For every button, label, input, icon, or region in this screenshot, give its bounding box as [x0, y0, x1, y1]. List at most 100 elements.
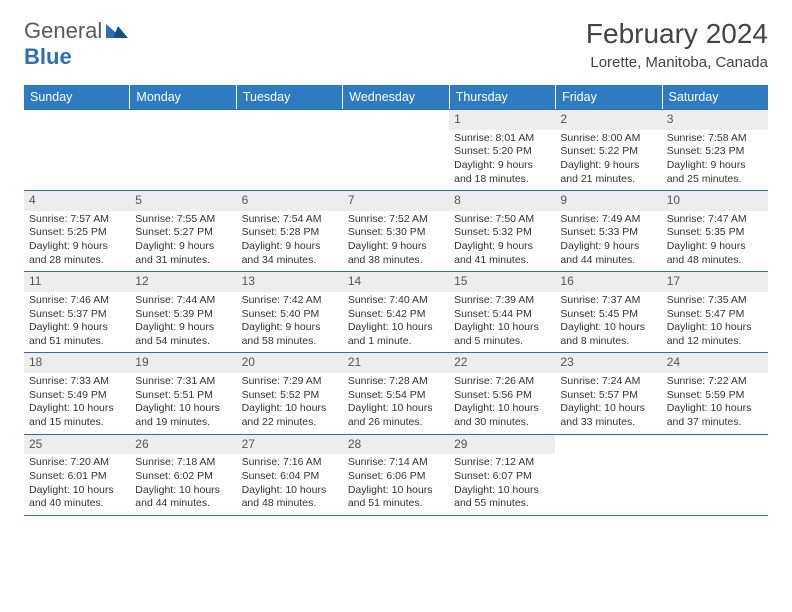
sunrise-text: Sunrise: 7:37 AM: [560, 294, 656, 308]
sunset-text: Sunset: 5:37 PM: [29, 308, 125, 322]
day-body: Sunrise: 7:42 AMSunset: 5:40 PMDaylight:…: [237, 292, 343, 353]
day-body: Sunrise: 7:26 AMSunset: 5:56 PMDaylight:…: [449, 373, 555, 434]
day-body: Sunrise: 7:12 AMSunset: 6:07 PMDaylight:…: [449, 454, 555, 515]
dow-thursday: Thursday: [450, 85, 556, 109]
daylight-text: Daylight: 9 hours and 48 minutes.: [667, 240, 763, 267]
day-cell: 8Sunrise: 7:50 AMSunset: 5:32 PMDaylight…: [449, 191, 555, 271]
daylight-text: Daylight: 10 hours and 33 minutes.: [560, 402, 656, 429]
month-title: February 2024: [586, 18, 768, 50]
sunset-text: Sunset: 5:57 PM: [560, 389, 656, 403]
sunset-text: Sunset: 5:30 PM: [348, 226, 444, 240]
sunrise-text: Sunrise: 7:24 AM: [560, 375, 656, 389]
sunrise-text: Sunrise: 7:54 AM: [242, 213, 338, 227]
day-cell: 16Sunrise: 7:37 AMSunset: 5:45 PMDayligh…: [555, 272, 661, 352]
day-number: 27: [237, 435, 343, 455]
location: Lorette, Manitoba, Canada: [586, 54, 768, 71]
dow-monday: Monday: [130, 85, 236, 109]
day-number: 16: [555, 272, 661, 292]
day-body: Sunrise: 7:40 AMSunset: 5:42 PMDaylight:…: [343, 292, 449, 353]
day-number: 6: [237, 191, 343, 211]
sunset-text: Sunset: 5:23 PM: [667, 145, 763, 159]
sunset-text: Sunset: 5:35 PM: [667, 226, 763, 240]
day-body: Sunrise: 7:44 AMSunset: 5:39 PMDaylight:…: [130, 292, 236, 353]
weeks-container: ....1Sunrise: 8:01 AMSunset: 5:20 PMDayl…: [24, 109, 768, 516]
day-number: 19: [130, 353, 236, 373]
day-number: 15: [449, 272, 555, 292]
day-body: Sunrise: 7:28 AMSunset: 5:54 PMDaylight:…: [343, 373, 449, 434]
sunrise-text: Sunrise: 7:18 AM: [135, 456, 231, 470]
sunrise-text: Sunrise: 8:00 AM: [560, 132, 656, 146]
day-number: 28: [343, 435, 449, 455]
day-number: 13: [237, 272, 343, 292]
sunrise-text: Sunrise: 7:22 AM: [667, 375, 763, 389]
daylight-text: Daylight: 10 hours and 55 minutes.: [454, 484, 550, 511]
daylight-text: Daylight: 10 hours and 5 minutes.: [454, 321, 550, 348]
day-body: Sunrise: 7:35 AMSunset: 5:47 PMDaylight:…: [662, 292, 768, 353]
daylight-text: Daylight: 10 hours and 8 minutes.: [560, 321, 656, 348]
sunrise-text: Sunrise: 7:20 AM: [29, 456, 125, 470]
day-cell: 24Sunrise: 7:22 AMSunset: 5:59 PMDayligh…: [662, 353, 768, 433]
daylight-text: Daylight: 9 hours and 34 minutes.: [242, 240, 338, 267]
day-cell: 25Sunrise: 7:20 AMSunset: 6:01 PMDayligh…: [24, 435, 130, 515]
sunset-text: Sunset: 6:01 PM: [29, 470, 125, 484]
daylight-text: Daylight: 10 hours and 1 minute.: [348, 321, 444, 348]
daylight-text: Daylight: 10 hours and 30 minutes.: [454, 402, 550, 429]
day-cell: 10 Sunrise: 7:47 AMSunset: 5:35 PMDayligh…: [662, 191, 768, 271]
day-body: Sunrise: 7:46 AMSunset: 5:37 PMDaylight:…: [24, 292, 130, 353]
sunrise-text: Sunrise: 7:31 AM: [135, 375, 231, 389]
sunrise-text: Sunrise: 7:39 AM: [454, 294, 550, 308]
day-cell: 29Sunrise: 7:12 AMSunset: 6:07 PMDayligh…: [449, 435, 555, 515]
daylight-text: Daylight: 9 hours and 44 minutes.: [560, 240, 656, 267]
day-number: 4: [24, 191, 130, 211]
sunset-text: Sunset: 5:59 PM: [667, 389, 763, 403]
daylight-text: Daylight: 9 hours and 38 minutes.: [348, 240, 444, 267]
day-cell: .: [662, 435, 768, 515]
day-number: 1: [449, 110, 555, 130]
sunrise-text: Sunrise: 7:46 AM: [29, 294, 125, 308]
day-cell: 9Sunrise: 7:49 AMSunset: 5:33 PMDaylight…: [555, 191, 661, 271]
day-number: 10: [662, 191, 768, 211]
day-body: Sunrise: 7:57 AMSunset: 5:25 PMDaylight:…: [24, 211, 130, 272]
sunrise-text: Sunrise: 7:58 AM: [667, 132, 763, 146]
day-body: Sunrise: 7:39 AMSunset: 5:44 PMDaylight:…: [449, 292, 555, 353]
logo: General: [24, 18, 130, 44]
day-cell: 26Sunrise: 7:18 AMSunset: 6:02 PMDayligh…: [130, 435, 236, 515]
day-body: Sunrise: 7:14 AMSunset: 6:06 PMDaylight:…: [343, 454, 449, 515]
day-cell: 19Sunrise: 7:31 AMSunset: 5:51 PMDayligh…: [130, 353, 236, 433]
day-cell: 15Sunrise: 7:39 AMSunset: 5:44 PMDayligh…: [449, 272, 555, 352]
day-number: 20: [237, 353, 343, 373]
daylight-text: Daylight: 9 hours and 18 minutes.: [454, 159, 550, 186]
sunrise-text: Sunrise: 7:47 AM: [667, 213, 763, 227]
sunrise-text: Sunrise: 7:52 AM: [348, 213, 444, 227]
day-cell: .: [555, 435, 661, 515]
day-cell: 20Sunrise: 7:29 AMSunset: 5:52 PMDayligh…: [237, 353, 343, 433]
day-number: 8: [449, 191, 555, 211]
week-row: 18Sunrise: 7:33 AMSunset: 5:49 PMDayligh…: [24, 352, 768, 433]
day-cell: .: [130, 110, 236, 190]
sunset-text: Sunset: 6:04 PM: [242, 470, 338, 484]
title-block: February 2024 Lorette, Manitoba, Canada: [586, 18, 768, 71]
sunset-text: Sunset: 6:07 PM: [454, 470, 550, 484]
day-cell: 6Sunrise: 7:54 AMSunset: 5:28 PMDaylight…: [237, 191, 343, 271]
daylight-text: Daylight: 10 hours and 48 minutes.: [242, 484, 338, 511]
logo-text-blue: Blue: [24, 44, 72, 70]
day-body: Sunrise: 7:20 AMSunset: 6:01 PMDaylight:…: [24, 454, 130, 515]
sunrise-text: Sunrise: 7:50 AM: [454, 213, 550, 227]
day-body: Sunrise: 7:37 AMSunset: 5:45 PMDaylight:…: [555, 292, 661, 353]
sunrise-text: Sunrise: 7:44 AM: [135, 294, 231, 308]
sunset-text: Sunset: 5:32 PM: [454, 226, 550, 240]
day-cell: 13Sunrise: 7:42 AMSunset: 5:40 PMDayligh…: [237, 272, 343, 352]
sunset-text: Sunset: 5:33 PM: [560, 226, 656, 240]
sunrise-text: Sunrise: 8:01 AM: [454, 132, 550, 146]
sunrise-text: Sunrise: 7:55 AM: [135, 213, 231, 227]
daylight-text: Daylight: 10 hours and 22 minutes.: [242, 402, 338, 429]
day-cell: 28Sunrise: 7:14 AMSunset: 6:06 PMDayligh…: [343, 435, 449, 515]
day-body: Sunrise: 7:49 AMSunset: 5:33 PMDaylight:…: [555, 211, 661, 272]
daylight-text: Daylight: 9 hours and 28 minutes.: [29, 240, 125, 267]
week-row: 4Sunrise: 7:57 AMSunset: 5:25 PMDaylight…: [24, 190, 768, 271]
day-number: 21: [343, 353, 449, 373]
day-cell: 4Sunrise: 7:57 AMSunset: 5:25 PMDaylight…: [24, 191, 130, 271]
daylight-text: Daylight: 10 hours and 19 minutes.: [135, 402, 231, 429]
day-body: Sunrise: 7:50 AMSunset: 5:32 PMDaylight:…: [449, 211, 555, 272]
sunset-text: Sunset: 5:42 PM: [348, 308, 444, 322]
